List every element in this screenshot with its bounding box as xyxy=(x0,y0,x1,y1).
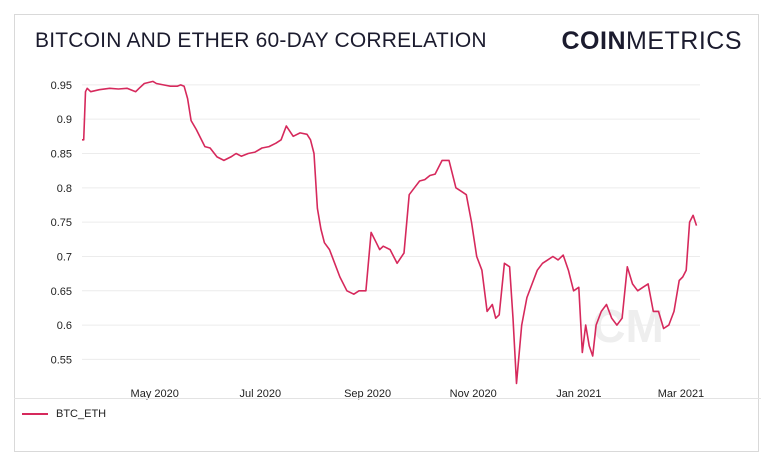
x-tick-label: Mar 2021 xyxy=(658,388,704,400)
logo-word-bold: COIN xyxy=(561,27,626,55)
legend-divider xyxy=(14,398,761,399)
chart-title: BITCOIN AND ETHER 60-DAY CORRELATION xyxy=(35,29,487,52)
y-tick-label: 0.75 xyxy=(51,217,72,229)
x-tick-label: Sep 2020 xyxy=(344,388,391,400)
y-tick-label: 0.9 xyxy=(57,114,72,126)
y-tick-label: 0.7 xyxy=(57,251,72,263)
y-tick-label: 0.65 xyxy=(51,286,72,298)
x-tick-label: May 2020 xyxy=(131,388,179,400)
logo-word-light: METRICS xyxy=(626,27,742,55)
x-tick-label: Nov 2020 xyxy=(450,388,497,400)
y-tick-label: 0.95 xyxy=(51,80,72,92)
legend-label-btc-eth: BTC_ETH xyxy=(56,408,107,420)
legend-swatch-btc-eth xyxy=(22,413,48,415)
y-tick-label: 0.85 xyxy=(51,149,72,161)
legend: BTC_ETH xyxy=(22,408,106,420)
chart-frame: BITCOIN AND ETHER 60-DAY CORRELATION COI… xyxy=(14,14,759,452)
x-tick-label: Jan 2021 xyxy=(556,388,601,400)
y-tick-label: 0.8 xyxy=(57,183,72,195)
y-tick-label: 0.55 xyxy=(51,354,72,366)
coinmetrics-logo: COINMETRICS xyxy=(562,27,743,56)
x-tick-label: Jul 2020 xyxy=(240,388,282,400)
series-line-btc-eth xyxy=(82,80,698,385)
y-tick-label: 0.6 xyxy=(57,320,72,332)
